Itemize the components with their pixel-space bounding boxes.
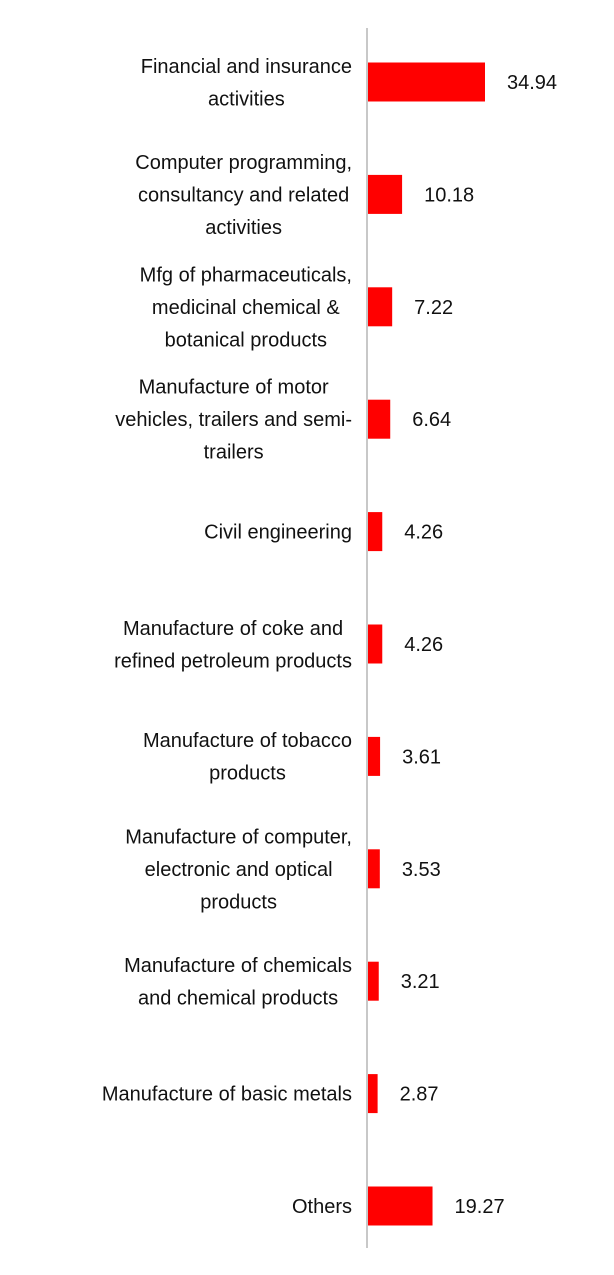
bar-6 bbox=[368, 624, 383, 664]
category-labels-layer: Financial and insurance activitiesCompute… bbox=[102, 56, 352, 1218]
category-label-line: Financial and insurance bbox=[141, 56, 352, 78]
bar-7 bbox=[368, 736, 381, 776]
value-label-5: 4.26 bbox=[404, 522, 443, 544]
bar-11 bbox=[368, 1186, 433, 1226]
value-labels-layer: 34.94 10.18 7.22 6.64 4.26 4.26 3.61 3.53 3.21 2.… bbox=[400, 72, 557, 1218]
category-label-1: Financial and insurance activities bbox=[141, 56, 352, 111]
category-label-line: medicinal chemical & bbox=[152, 297, 341, 319]
category-label-6: Manufacture of coke and refined petroleum… bbox=[114, 618, 352, 673]
category-label-line: Manufacture of basic metals bbox=[102, 1084, 352, 1106]
bar-10 bbox=[368, 1074, 378, 1114]
category-label-10: Manufacture of basic metals bbox=[102, 1084, 352, 1106]
bar-9 bbox=[368, 961, 379, 1001]
category-label-line: Manufacture of computer, bbox=[125, 826, 352, 848]
bar-5 bbox=[368, 512, 383, 552]
value-label-4: 6.64 bbox=[412, 409, 451, 431]
category-label-line: Manufacture of coke and bbox=[123, 618, 343, 640]
category-label-line: and chemical products bbox=[138, 987, 338, 1009]
category-label-3: Mfg of pharmaceuticals, medicinal chemica… bbox=[140, 264, 352, 351]
category-label-line: consultancy and related bbox=[138, 184, 349, 206]
category-label-line: Manufacture of chemicals bbox=[124, 955, 352, 977]
category-label-line: Others bbox=[292, 1196, 352, 1218]
category-label-line: trailers bbox=[204, 442, 264, 464]
value-label-6: 4.26 bbox=[404, 634, 443, 656]
category-label-line: Mfg of pharmaceuticals, bbox=[140, 264, 352, 286]
category-label-line: refined petroleum products bbox=[114, 650, 352, 672]
category-label-line: activities bbox=[205, 217, 282, 239]
category-label-9: Manufacture of chemicals and chemical pro… bbox=[124, 955, 352, 1010]
category-label-line: vehicles, trailers and semi- bbox=[115, 409, 352, 431]
category-label-2: Computer programming, consultancy and rel… bbox=[135, 152, 352, 239]
bar-3 bbox=[368, 287, 393, 327]
category-label-line: activities bbox=[208, 88, 285, 110]
category-label-4: Manufacture of motor vehicles, trailers a… bbox=[115, 377, 352, 464]
bar-4 bbox=[368, 399, 391, 439]
category-label-line: products bbox=[209, 763, 286, 785]
category-label-8: Manufacture of computer, electronic and o… bbox=[125, 826, 352, 913]
bar-1 bbox=[368, 62, 485, 102]
category-label-line: Civil engineering bbox=[204, 522, 352, 544]
category-label-11: Others bbox=[292, 1196, 352, 1218]
category-label-line: Manufacture of motor bbox=[139, 377, 329, 399]
category-label-line: botanical products bbox=[165, 329, 327, 351]
category-label-line: Manufacture of tobacco bbox=[143, 730, 352, 752]
value-label-8: 3.53 bbox=[402, 859, 441, 881]
bars-layer bbox=[368, 62, 485, 1226]
value-label-9: 3.21 bbox=[401, 971, 440, 993]
bar-8 bbox=[368, 849, 380, 889]
category-label-line: Computer programming, bbox=[135, 152, 352, 174]
category-label-line: products bbox=[200, 891, 277, 913]
value-label-7: 3.61 bbox=[402, 746, 441, 768]
category-label-5: Civil engineering bbox=[204, 522, 352, 544]
category-label-7: Manufacture of tobacco products bbox=[143, 730, 352, 785]
value-label-10: 2.87 bbox=[400, 1084, 439, 1106]
category-label-line: electronic and optical bbox=[145, 859, 333, 881]
value-label-11: 19.27 bbox=[455, 1196, 505, 1218]
bar-2 bbox=[368, 174, 403, 214]
value-label-2: 10.18 bbox=[424, 184, 474, 206]
value-label-1: 34.94 bbox=[507, 72, 557, 94]
value-label-3: 7.22 bbox=[414, 297, 453, 319]
